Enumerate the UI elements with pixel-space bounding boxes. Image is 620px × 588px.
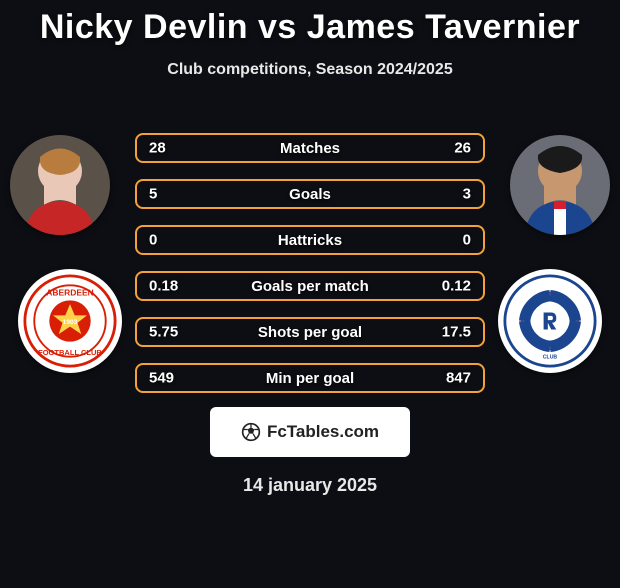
stat-label: Goals xyxy=(289,186,331,203)
stat-right-value: 17.5 xyxy=(442,324,471,341)
comparison-card: Nicky Devlin vs James Tavernier Club com… xyxy=(0,8,620,588)
svg-text:RANGERS: RANGERS xyxy=(535,285,566,292)
stat-label: Min per goal xyxy=(266,370,354,387)
club-left-badge: ABERDEEN FOOTBALL CLUB 1903 xyxy=(18,269,122,373)
svg-text:CLUB: CLUB xyxy=(543,355,558,361)
avatar-placeholder-left xyxy=(10,135,110,235)
stat-left-value: 0.18 xyxy=(149,278,178,295)
stat-label: Matches xyxy=(280,140,340,157)
stat-left-value: 0 xyxy=(149,232,157,249)
stat-row: 0 Hattricks 0 xyxy=(135,225,485,255)
rangers-crest-icon: RANGERS CLUB xyxy=(503,274,597,368)
stat-row: 28 Matches 26 xyxy=(135,133,485,163)
stat-left-value: 28 xyxy=(149,140,166,157)
soccer-ball-icon xyxy=(241,422,261,442)
stat-row: 5.75 Shots per goal 17.5 xyxy=(135,317,485,347)
svg-text:ABERDEEN: ABERDEEN xyxy=(46,288,93,298)
stat-row: 0.18 Goals per match 0.12 xyxy=(135,271,485,301)
stat-right-value: 3 xyxy=(463,186,471,203)
club-right-badge: RANGERS CLUB xyxy=(498,269,602,373)
player-left-photo xyxy=(10,135,110,235)
stat-label: Shots per goal xyxy=(258,324,362,341)
stat-label: Goals per match xyxy=(251,278,369,295)
stat-left-value: 5.75 xyxy=(149,324,178,341)
avatar-placeholder-right xyxy=(510,135,610,235)
stat-right-value: 0 xyxy=(463,232,471,249)
aberdeen-crest-icon: ABERDEEN FOOTBALL CLUB 1903 xyxy=(23,274,117,368)
brand-text: FcTables.com xyxy=(267,422,379,442)
svg-text:1903: 1903 xyxy=(63,319,78,326)
player-right-photo xyxy=(510,135,610,235)
stat-right-value: 0.12 xyxy=(442,278,471,295)
stat-row: 549 Min per goal 847 xyxy=(135,363,485,393)
stat-row: 5 Goals 3 xyxy=(135,179,485,209)
brand-badge[interactable]: FcTables.com xyxy=(210,407,410,457)
stat-right-value: 26 xyxy=(454,140,471,157)
stat-left-value: 5 xyxy=(149,186,157,203)
page-title: Nicky Devlin vs James Tavernier xyxy=(0,8,620,47)
stat-right-value: 847 xyxy=(446,370,471,387)
subtitle: Club competitions, Season 2024/2025 xyxy=(0,61,620,79)
stat-label: Hattricks xyxy=(278,232,342,249)
date-text: 14 january 2025 xyxy=(0,475,620,496)
stat-left-value: 549 xyxy=(149,370,174,387)
stats-area: ABERDEEN FOOTBALL CLUB 1903 RANGERS CLUB xyxy=(0,115,620,395)
stat-bars: 28 Matches 26 5 Goals 3 0 Hattricks 0 0.18 Goals p… xyxy=(135,133,485,409)
svg-text:FOOTBALL CLUB: FOOTBALL CLUB xyxy=(38,348,102,357)
